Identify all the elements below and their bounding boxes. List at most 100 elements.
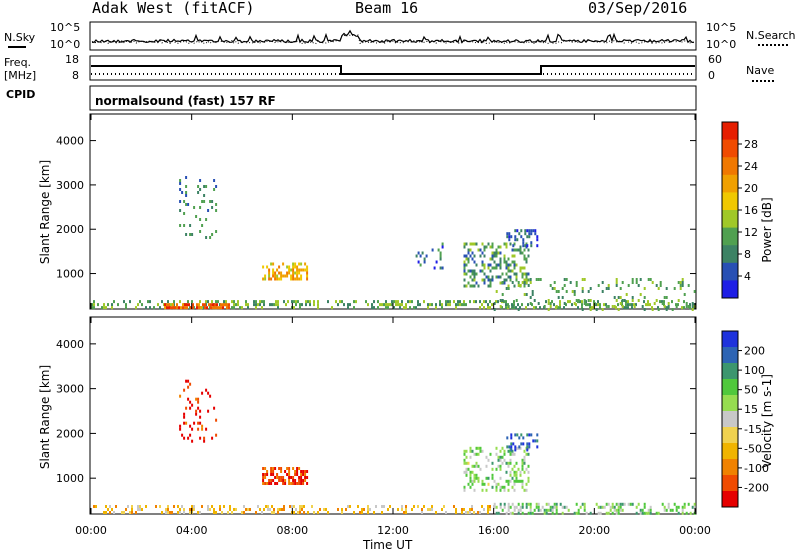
power-cell bbox=[619, 302, 622, 305]
colorbar-segment bbox=[722, 459, 738, 476]
power-cell bbox=[623, 299, 626, 302]
colorbar-segment bbox=[722, 210, 738, 229]
colorbar-tick-label: 16 bbox=[744, 204, 758, 217]
velocity-cell bbox=[583, 502, 586, 506]
velocity-cell bbox=[511, 502, 514, 506]
power-cell bbox=[555, 305, 558, 308]
power-cell bbox=[473, 242, 476, 246]
velocity-cell bbox=[521, 485, 524, 489]
power-cell bbox=[595, 303, 597, 307]
colorbar-tick-label: -200 bbox=[744, 481, 769, 494]
power-cell bbox=[373, 306, 375, 310]
velocity-cell bbox=[555, 502, 558, 506]
velocity-cell bbox=[290, 476, 293, 479]
power-cell bbox=[525, 242, 528, 246]
power-cell bbox=[211, 200, 214, 203]
power-cell bbox=[293, 306, 295, 310]
power-cell bbox=[511, 248, 514, 252]
velocity-cell bbox=[131, 508, 133, 511]
colorbar-tick-label: 4 bbox=[744, 270, 751, 283]
power-cell bbox=[559, 300, 561, 304]
power-ylabel: Slant Range [km] bbox=[38, 159, 52, 265]
colorbar-segment bbox=[722, 139, 738, 158]
velocity-cell bbox=[189, 511, 191, 514]
power-cell bbox=[499, 260, 502, 264]
colorbar-segment bbox=[722, 411, 738, 428]
velocity-cell bbox=[491, 461, 494, 465]
power-cell bbox=[153, 306, 155, 310]
power-cell bbox=[293, 300, 295, 304]
velocity-cell bbox=[397, 508, 399, 511]
velocity-cell bbox=[241, 511, 243, 514]
power-cell bbox=[531, 293, 534, 296]
power-cell bbox=[505, 245, 508, 249]
velocity-cell bbox=[283, 505, 285, 508]
power-cell bbox=[514, 238, 517, 242]
power-cell bbox=[413, 306, 415, 310]
power-cell bbox=[294, 277, 297, 281]
velocity-cell bbox=[509, 511, 512, 515]
velocity-cell bbox=[211, 436, 214, 440]
power-cell bbox=[619, 296, 622, 299]
velocity-cell bbox=[155, 505, 157, 508]
velocity-cell bbox=[517, 467, 520, 471]
power-cell bbox=[465, 284, 468, 288]
power-cell bbox=[395, 303, 397, 307]
velocity-cell bbox=[381, 511, 383, 514]
power-cell bbox=[306, 274, 309, 278]
power-cell bbox=[253, 300, 255, 304]
power-cell bbox=[395, 300, 397, 304]
power-cell bbox=[469, 269, 472, 273]
velocity-cell bbox=[497, 482, 500, 486]
velocity-cell bbox=[489, 505, 491, 508]
power-cell bbox=[255, 303, 257, 307]
velocity-cell bbox=[268, 482, 271, 485]
power-cell bbox=[205, 300, 207, 304]
colorbar-segment bbox=[722, 157, 738, 176]
velocity-cell bbox=[189, 406, 192, 410]
power-cell bbox=[306, 277, 309, 281]
power-cell bbox=[521, 251, 524, 255]
power-cell bbox=[513, 266, 516, 270]
power-cell bbox=[469, 300, 471, 304]
velocity-cell bbox=[617, 508, 620, 512]
power-cell bbox=[235, 303, 237, 307]
power-cell bbox=[457, 303, 459, 307]
velocity-cell bbox=[139, 505, 141, 508]
power-cell bbox=[689, 303, 691, 307]
velocity-cell bbox=[463, 452, 466, 456]
velocity-cell bbox=[131, 511, 133, 514]
velocity-cell bbox=[645, 511, 648, 515]
power-cell bbox=[599, 303, 601, 307]
power-cell bbox=[665, 296, 668, 299]
power-cell bbox=[605, 305, 608, 308]
power-cell bbox=[493, 251, 496, 255]
power-cell bbox=[168, 303, 170, 307]
power-cell bbox=[597, 303, 599, 307]
power-cell bbox=[417, 300, 419, 304]
velocity-cell bbox=[193, 421, 196, 425]
velocity-cell bbox=[526, 442, 529, 446]
velocity-cell bbox=[341, 508, 343, 511]
velocity-cell bbox=[675, 505, 678, 509]
power-cell bbox=[183, 200, 186, 203]
power-cell bbox=[469, 275, 472, 279]
velocity-cell bbox=[543, 511, 546, 515]
power-cell bbox=[621, 299, 624, 302]
velocity-cell bbox=[477, 476, 480, 480]
velocity-cell bbox=[299, 505, 301, 508]
velocity-cell bbox=[467, 467, 470, 471]
velocity-cell bbox=[617, 502, 620, 506]
power-cell bbox=[373, 300, 375, 304]
velocity-cell bbox=[429, 508, 431, 511]
power-cell bbox=[605, 287, 608, 290]
velocity-cell bbox=[455, 511, 457, 514]
velocity-cell bbox=[465, 470, 468, 474]
velocity-cell bbox=[298, 479, 301, 482]
cpid-label: CPID bbox=[6, 88, 36, 101]
velocity-cell bbox=[262, 467, 265, 470]
velocity-cell bbox=[617, 505, 620, 509]
power-cell bbox=[525, 272, 528, 276]
power-cell bbox=[577, 299, 580, 302]
power-cell bbox=[465, 263, 468, 267]
